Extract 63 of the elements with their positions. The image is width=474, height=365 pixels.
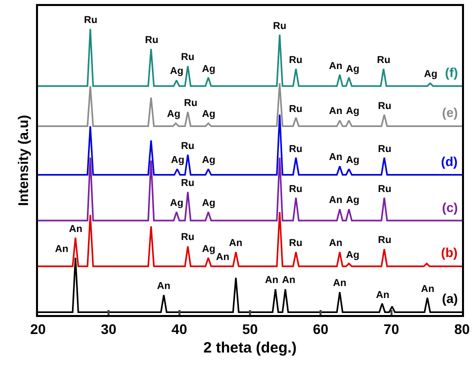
annotation: Ru <box>181 52 194 63</box>
annotation: Ag <box>346 64 360 75</box>
annotation: Ru <box>377 55 390 66</box>
annotation: Ag <box>171 155 184 166</box>
annotation: An <box>333 278 346 289</box>
annotation: An <box>329 238 342 249</box>
annotation: Ru <box>378 101 392 112</box>
annotation: An <box>229 238 242 249</box>
annotation: Ag <box>346 195 360 206</box>
annotation: Ru <box>273 21 286 32</box>
annotation: Ag <box>202 155 216 166</box>
annotation: Ag <box>170 66 184 77</box>
annotation: Ru <box>289 104 302 115</box>
series-label: (a) <box>442 291 458 306</box>
annotation: An <box>69 224 82 235</box>
annotation: An <box>376 290 390 301</box>
annotation: Ag <box>202 244 216 255</box>
annotation: Ru <box>289 238 302 249</box>
annotation: Ru <box>378 144 392 155</box>
annotation: An <box>282 275 296 286</box>
x-tick-label: 70 <box>384 320 400 337</box>
annotation: An <box>157 281 170 292</box>
annotation: An <box>421 284 434 295</box>
annotation: Ag <box>202 109 216 120</box>
x-tick-label: 60 <box>312 320 329 337</box>
annotation: Ru <box>145 35 158 46</box>
x-tick-label: 20 <box>30 320 46 337</box>
annotation: Ru <box>84 15 98 26</box>
annotation: Ag <box>346 250 360 261</box>
annotation: An <box>216 252 230 263</box>
x-tick-label: 40 <box>172 320 188 337</box>
annotation: Ag <box>170 198 184 209</box>
y-axis-title: Intensity (a.u) <box>15 114 32 206</box>
annotation: Ru <box>181 232 194 243</box>
annotation: Ag <box>202 198 216 209</box>
series-label: (f) <box>445 65 458 80</box>
series-label: (d) <box>441 154 458 169</box>
annotation: Ru <box>378 184 392 195</box>
series-label: (e) <box>442 105 458 120</box>
x-axis-title: 2 theta (deg.) <box>203 339 297 356</box>
annotation: An <box>55 244 68 255</box>
series-label: (c) <box>442 200 458 215</box>
annotation: Ru <box>378 235 392 246</box>
x-tick-label: 80 <box>454 320 470 337</box>
annotation: An <box>329 61 342 72</box>
annotation: Ag <box>424 69 438 80</box>
annotation: Ag <box>346 106 360 117</box>
annotation: Ru <box>289 144 302 155</box>
annotation: Ag <box>167 109 180 120</box>
annotation: Ru <box>289 55 302 66</box>
x-tick-label: 50 <box>242 320 258 337</box>
x-tick-label: 30 <box>100 320 117 337</box>
annotation: An <box>265 275 278 286</box>
annotation: An <box>329 106 342 117</box>
annotation: Ru <box>184 98 198 109</box>
annotation: Ru <box>181 141 194 152</box>
annotation: Ru <box>289 184 302 195</box>
annotation: Ag <box>202 64 216 75</box>
annotation: An <box>329 195 342 206</box>
annotation: An <box>329 152 342 163</box>
series-label: (b) <box>441 245 458 260</box>
annotation: Ag <box>346 155 360 166</box>
annotation: Ru <box>181 178 194 189</box>
